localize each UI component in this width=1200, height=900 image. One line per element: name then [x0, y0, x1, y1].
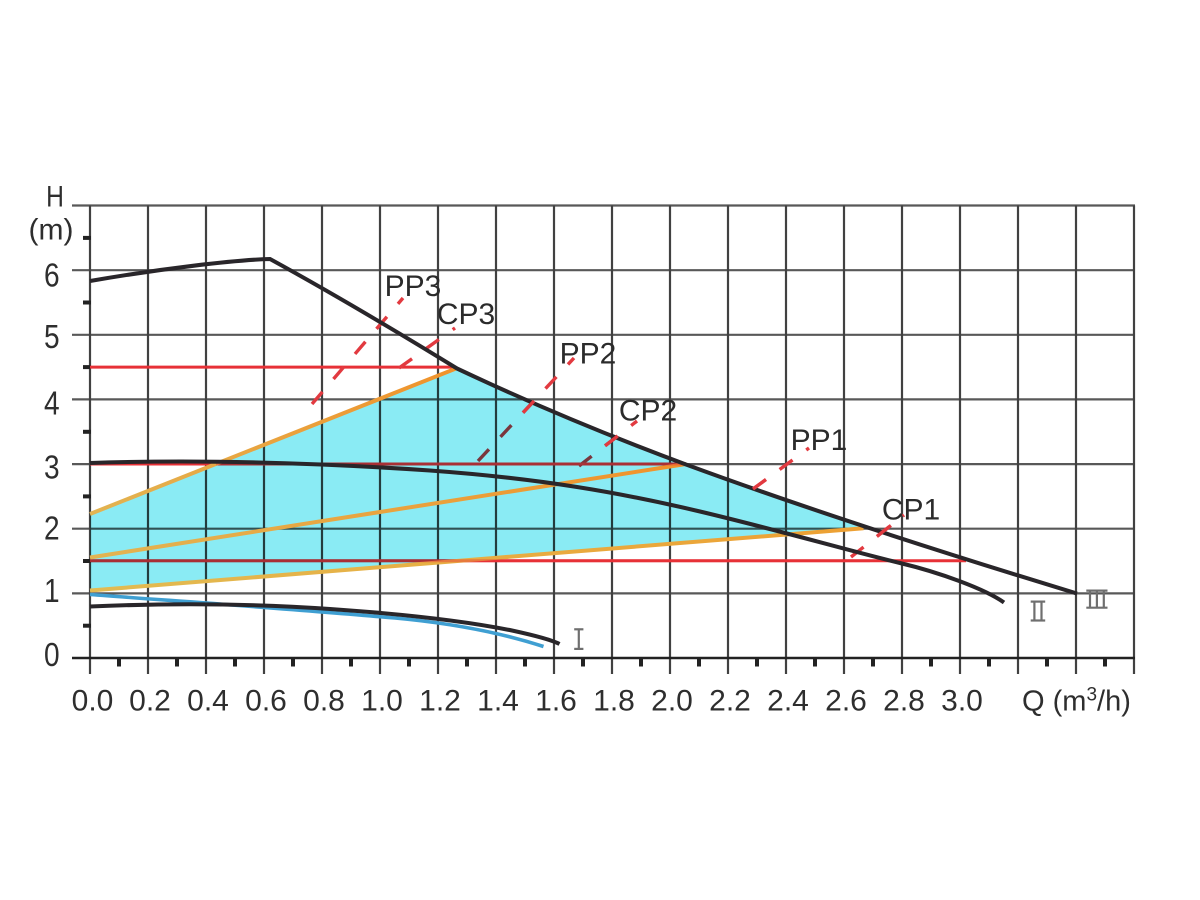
- svg-text:PP1: PP1: [791, 424, 848, 457]
- svg-text:0: 0: [44, 637, 60, 674]
- svg-text:2.6: 2.6: [825, 685, 867, 718]
- svg-text:PP2: PP2: [560, 338, 617, 371]
- svg-text:1.2: 1.2: [419, 685, 461, 718]
- svg-text:6: 6: [44, 257, 60, 294]
- svg-text:1.6: 1.6: [535, 685, 577, 718]
- svg-text:1.8: 1.8: [593, 685, 635, 718]
- svg-text:1.4: 1.4: [477, 685, 519, 718]
- svg-text:PP3: PP3: [385, 270, 442, 303]
- svg-text:0.6: 0.6: [245, 685, 287, 718]
- svg-text:(m): (m): [29, 214, 74, 247]
- svg-text:2.0: 2.0: [651, 685, 693, 718]
- svg-text:5: 5: [44, 319, 60, 356]
- svg-text:Q (m3/h): Q (m3/h): [1022, 685, 1131, 718]
- svg-text:1: 1: [44, 573, 60, 610]
- svg-text:CP3: CP3: [437, 298, 495, 331]
- svg-text:2.4: 2.4: [767, 685, 809, 718]
- svg-text:0.0: 0.0: [72, 685, 114, 718]
- svg-text:2.8: 2.8: [883, 685, 925, 718]
- svg-text:4: 4: [44, 385, 60, 422]
- svg-text:CP2: CP2: [619, 395, 677, 428]
- svg-text:2.2: 2.2: [709, 685, 751, 718]
- svg-text:1.0: 1.0: [361, 685, 403, 718]
- svg-text:0.4: 0.4: [187, 685, 229, 718]
- svg-text:3: 3: [44, 449, 60, 486]
- svg-text:0.8: 0.8: [303, 685, 345, 718]
- svg-text:CP1: CP1: [882, 494, 940, 527]
- svg-text:3.0: 3.0: [941, 685, 983, 718]
- svg-text:2: 2: [44, 511, 60, 548]
- svg-text:0.2: 0.2: [129, 685, 171, 718]
- svg-text:H: H: [46, 179, 64, 213]
